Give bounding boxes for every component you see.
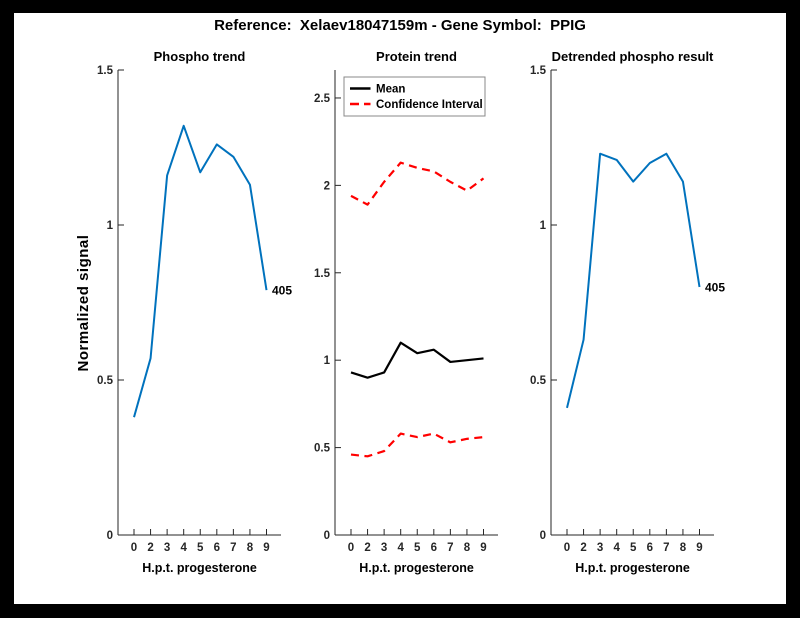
confidence-interval-lower-line <box>350 432 484 458</box>
x-tick-label: 2 <box>580 542 586 554</box>
x-tick-label: 6 <box>431 542 437 554</box>
x-axis-label: H.p.t. progesterone <box>575 561 690 575</box>
x-tick-label: 7 <box>230 542 236 554</box>
x-tick-label: 8 <box>464 542 471 554</box>
y-axis-label: Normalized signal <box>75 235 92 372</box>
endpoint-label: 405 <box>272 284 292 298</box>
y-tick-label: 1 <box>107 220 114 232</box>
y-tick-label: 0 <box>540 530 546 542</box>
y-tick-label: 1.5 <box>97 65 114 77</box>
x-axis-label: H.p.t. progesterone <box>359 561 474 575</box>
x-tick-label: 5 <box>630 542 637 554</box>
y-tick-label: 2 <box>324 180 330 192</box>
y-tick-label: 1 <box>540 220 547 232</box>
x-tick-label: 0 <box>131 542 137 554</box>
x-tick-label: 4 <box>397 542 404 554</box>
y-tick-label: 0 <box>107 530 113 542</box>
x-tick-label: 6 <box>214 542 220 554</box>
x-tick-label: 3 <box>164 542 170 554</box>
x-tick-label: 0 <box>564 542 570 554</box>
mean-line <box>350 341 484 379</box>
y-tick-label: 0.5 <box>530 375 547 387</box>
x-tick-label: 8 <box>680 542 687 554</box>
subplot-title: Protein trend <box>376 49 457 64</box>
x-tick-label: 4 <box>613 542 620 554</box>
confidence-interval-upper-line <box>350 161 485 206</box>
legend-entry-mean: Mean <box>376 84 405 96</box>
x-tick-label: 6 <box>647 542 653 554</box>
y-tick-label: 1.5 <box>314 268 331 280</box>
x-tick-label: 0 <box>348 542 354 554</box>
x-tick-label: 9 <box>263 542 269 554</box>
legend-entry-confidence-interval: Confidence Interval <box>376 99 483 111</box>
x-tick-label: 8 <box>247 542 254 554</box>
y-tick-label: 1 <box>324 355 331 367</box>
x-tick-label: 4 <box>180 542 187 554</box>
y-tick-label: 0.5 <box>97 375 114 387</box>
x-tick-label: 3 <box>381 542 387 554</box>
x-tick-label: 5 <box>197 542 204 554</box>
endpoint-label: 405 <box>705 281 725 295</box>
figure-title: Reference: Xelaev18047159m - Gene Symbol… <box>214 17 586 34</box>
x-axis-label: H.p.t. progesterone <box>142 561 257 575</box>
y-tick-label: 0 <box>324 530 330 542</box>
subplot-title: Phospho trend <box>154 49 246 64</box>
legend: Mean Confidence Interval <box>343 76 486 117</box>
x-tick-label: 5 <box>414 542 421 554</box>
legend-box <box>343 76 486 117</box>
x-tick-label: 9 <box>480 542 486 554</box>
x-tick-label: 2 <box>147 542 153 554</box>
x-tick-label: 7 <box>447 542 453 554</box>
x-tick-label: 7 <box>663 542 669 554</box>
y-tick-label: 2.5 <box>314 93 331 105</box>
x-tick-label: 3 <box>597 542 603 554</box>
phospho-signal-line <box>133 124 268 418</box>
x-tick-label: 9 <box>696 542 702 554</box>
y-tick-label: 1.5 <box>530 65 547 77</box>
subplot-title: Detrended phospho result <box>552 49 714 64</box>
x-tick-label: 2 <box>364 542 370 554</box>
y-tick-label: 0.5 <box>314 443 331 455</box>
detrended-phospho-line <box>566 152 701 409</box>
